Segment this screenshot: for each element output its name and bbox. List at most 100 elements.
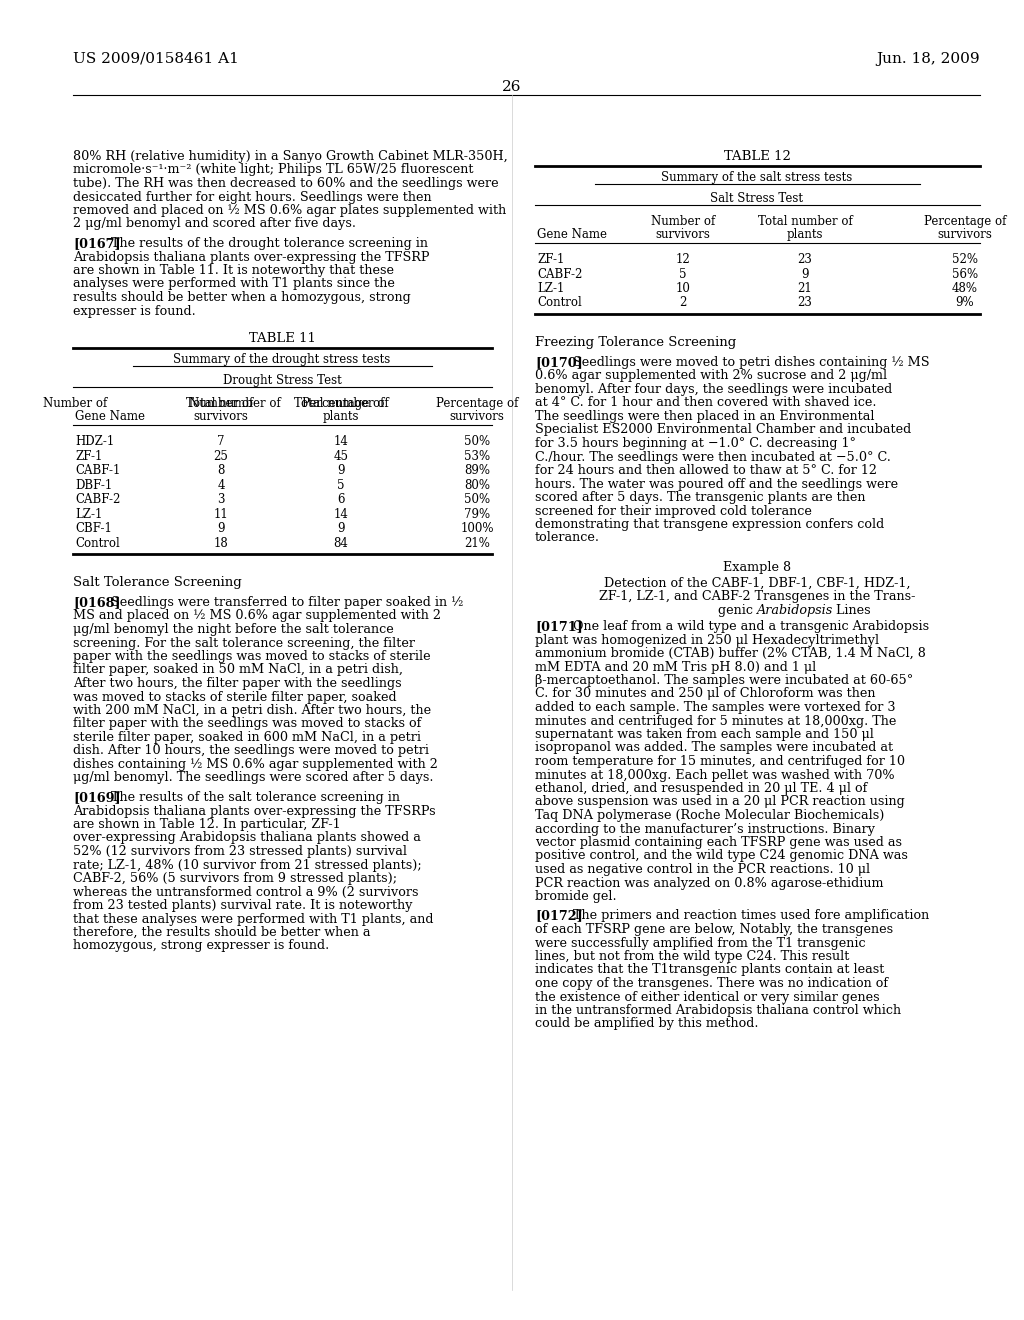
Text: dishes containing ½ MS 0.6% agar supplemented with 2: dishes containing ½ MS 0.6% agar supplem…: [73, 758, 438, 771]
Text: 9: 9: [337, 465, 345, 477]
Text: 12: 12: [676, 253, 690, 267]
Text: hours. The water was poured off and the seedlings were: hours. The water was poured off and the …: [535, 478, 898, 491]
Text: The results of the drought tolerance screening in: The results of the drought tolerance scr…: [111, 238, 428, 249]
Text: used as negative control in the PCR reactions. 10 μl: used as negative control in the PCR reac…: [535, 863, 870, 876]
Text: room temperature for 15 minutes, and centrifuged for 10: room temperature for 15 minutes, and cen…: [535, 755, 905, 768]
Text: Percentage of: Percentage of: [436, 397, 518, 411]
Text: rate; LZ-1, 48% (10 survivor from 21 stressed plants);: rate; LZ-1, 48% (10 survivor from 21 str…: [73, 858, 422, 871]
Text: 80%: 80%: [464, 479, 490, 491]
Text: US 2009/0158461 A1: US 2009/0158461 A1: [73, 51, 239, 66]
Text: the existence of either identical or very similar genes: the existence of either identical or ver…: [535, 990, 880, 1003]
Text: Arabidopsis thaliana plants over-expressing the TFSRP: Arabidopsis thaliana plants over-express…: [73, 251, 429, 264]
Text: according to the manufacturer’s instructions. Binary: according to the manufacturer’s instruct…: [535, 822, 874, 836]
Text: indicates that the T1transgenic plants contain at least: indicates that the T1transgenic plants c…: [535, 964, 885, 977]
Text: TABLE 12: TABLE 12: [724, 150, 791, 162]
Text: TABLE 11: TABLE 11: [249, 333, 315, 345]
Text: ZF-1, LZ-1, and CABF-2 Transgenes in the Trans-: ZF-1, LZ-1, and CABF-2 Transgenes in the…: [599, 590, 915, 603]
Text: 45: 45: [334, 450, 348, 462]
Text: survivors: survivors: [938, 228, 992, 242]
Text: Total number of: Total number of: [185, 397, 281, 411]
Text: 9: 9: [217, 521, 224, 535]
Text: Number of: Number of: [43, 397, 108, 411]
Text: 3: 3: [217, 492, 224, 506]
Text: Number of: Number of: [651, 215, 715, 228]
Text: 7: 7: [217, 436, 224, 447]
Text: 48%: 48%: [952, 282, 978, 294]
Text: survivors: survivors: [655, 228, 711, 242]
Text: β-mercaptoethanol. The samples were incubated at 60-65°: β-mercaptoethanol. The samples were incu…: [535, 675, 913, 686]
Text: 18: 18: [214, 536, 228, 549]
Text: survivors: survivors: [450, 411, 505, 422]
Text: 10: 10: [676, 282, 690, 294]
Text: dish. After 10 hours, the seedlings were moved to petri: dish. After 10 hours, the seedlings were…: [73, 744, 429, 758]
Text: LZ-1: LZ-1: [75, 507, 102, 520]
Text: Arabidopsis: Arabidopsis: [757, 605, 834, 616]
Text: from 23 tested plants) survival rate. It is noteworthy: from 23 tested plants) survival rate. It…: [73, 899, 413, 912]
Text: minutes at 18,000xg. Each pellet was washed with 70%: minutes at 18,000xg. Each pellet was was…: [535, 768, 895, 781]
Text: filter paper with the seedlings was moved to stacks of: filter paper with the seedlings was move…: [73, 718, 421, 730]
Text: genic: genic: [718, 605, 757, 616]
Text: 11: 11: [214, 507, 228, 520]
Text: PCR reaction was analyzed on 0.8% agarose-ethidium: PCR reaction was analyzed on 0.8% agaros…: [535, 876, 884, 890]
Text: 0.6% agar supplemented with 2% sucrose and 2 μg/ml: 0.6% agar supplemented with 2% sucrose a…: [535, 370, 887, 383]
Text: CABF-2, 56% (5 survivors from 9 stressed plants);: CABF-2, 56% (5 survivors from 9 stressed…: [73, 873, 397, 884]
Text: Jun. 18, 2009: Jun. 18, 2009: [877, 51, 980, 66]
Text: 2: 2: [679, 297, 687, 309]
Text: 50%: 50%: [464, 436, 490, 447]
Text: 56%: 56%: [952, 268, 978, 281]
Text: μg/ml benomyl. The seedlings were scored after 5 days.: μg/ml benomyl. The seedlings were scored…: [73, 771, 433, 784]
Text: C. for 30 minutes and 250 μl of Chloroform was then: C. for 30 minutes and 250 μl of Chlorofo…: [535, 688, 876, 701]
Text: was moved to stacks of sterile filter paper, soaked: was moved to stacks of sterile filter pa…: [73, 690, 396, 704]
Text: for 24 hours and then allowed to thaw at 5° C. for 12: for 24 hours and then allowed to thaw at…: [535, 465, 877, 477]
Text: removed and placed on ½ MS 0.6% agar plates supplemented with: removed and placed on ½ MS 0.6% agar pla…: [73, 205, 506, 216]
Text: ZF-1: ZF-1: [75, 450, 102, 462]
Text: 84: 84: [334, 536, 348, 549]
Text: plants: plants: [786, 228, 823, 242]
Text: scored after 5 days. The transgenic plants are then: scored after 5 days. The transgenic plan…: [535, 491, 865, 504]
Text: positive control, and the wild type C24 genomic DNA was: positive control, and the wild type C24 …: [535, 850, 908, 862]
Text: LZ-1: LZ-1: [537, 282, 564, 294]
Text: Total number of: Total number of: [294, 397, 388, 411]
Text: mM EDTA and 20 mM Tris pH 8.0) and 1 μl: mM EDTA and 20 mM Tris pH 8.0) and 1 μl: [535, 660, 816, 673]
Text: After two hours, the filter paper with the seedlings: After two hours, the filter paper with t…: [73, 677, 401, 690]
Text: plant was homogenized in 250 μl Hexadecyltrimethyl: plant was homogenized in 250 μl Hexadecy…: [535, 634, 880, 647]
Text: bromide gel.: bromide gel.: [535, 890, 616, 903]
Text: analyses were performed with T1 plants since the: analyses were performed with T1 plants s…: [73, 277, 395, 290]
Text: are shown in Table 11. It is noteworthy that these: are shown in Table 11. It is noteworthy …: [73, 264, 394, 277]
Text: Total number of: Total number of: [758, 215, 852, 228]
Text: Summary of the salt stress tests: Summary of the salt stress tests: [662, 172, 853, 183]
Text: Example 8: Example 8: [723, 561, 792, 574]
Text: filter paper, soaked in 50 mM NaCl, in a petri dish,: filter paper, soaked in 50 mM NaCl, in a…: [73, 664, 403, 676]
Text: 50%: 50%: [464, 492, 490, 506]
Text: added to each sample. The samples were vortexed for 3: added to each sample. The samples were v…: [535, 701, 896, 714]
Text: in the untransformed Arabidopsis thaliana control which: in the untransformed Arabidopsis thalian…: [535, 1005, 901, 1016]
Text: 23: 23: [798, 253, 812, 267]
Text: The seedlings were then placed in an Environmental: The seedlings were then placed in an Env…: [535, 411, 874, 422]
Text: 21: 21: [798, 282, 812, 294]
Text: CBF-1: CBF-1: [75, 521, 112, 535]
Text: for 3.5 hours beginning at −1.0° C. decreasing 1°: for 3.5 hours beginning at −1.0° C. decr…: [535, 437, 856, 450]
Text: Detection of the CABF-1, DBF-1, CBF-1, HDZ-1,: Detection of the CABF-1, DBF-1, CBF-1, H…: [604, 577, 910, 590]
Text: CABF-2: CABF-2: [537, 268, 583, 281]
Text: therefore, the results should be better when a: therefore, the results should be better …: [73, 927, 371, 939]
Text: tolerance.: tolerance.: [535, 532, 600, 544]
Text: Control: Control: [537, 297, 582, 309]
Text: [0167]: [0167]: [73, 238, 121, 249]
Text: homozygous, strong expresser is found.: homozygous, strong expresser is found.: [73, 940, 330, 953]
Text: survivors: survivors: [194, 411, 249, 422]
Text: Salt Stress Test: Salt Stress Test: [711, 191, 804, 205]
Text: C./hour. The seedlings were then incubated at −5.0° C.: C./hour. The seedlings were then incubat…: [535, 450, 891, 463]
Text: screening. For the salt tolerance screening, the filter: screening. For the salt tolerance screen…: [73, 636, 415, 649]
Text: Freezing Tolerance Screening: Freezing Tolerance Screening: [535, 337, 736, 348]
Text: results should be better when a homozygous, strong: results should be better when a homozygo…: [73, 290, 411, 304]
Text: The primers and reaction times used fore amplification: The primers and reaction times used fore…: [573, 909, 929, 923]
Text: 53%: 53%: [464, 450, 490, 462]
Text: [0169]: [0169]: [73, 791, 121, 804]
Text: Lines: Lines: [831, 605, 870, 616]
Text: ethanol, dried, and resuspended in 20 μl TE. 4 μl of: ethanol, dried, and resuspended in 20 μl…: [535, 781, 867, 795]
Text: 80% RH (relative humidity) in a Sanyo Growth Cabinet MLR-350H,: 80% RH (relative humidity) in a Sanyo Gr…: [73, 150, 508, 162]
Text: 9: 9: [801, 268, 809, 281]
Text: One leaf from a wild type and a transgenic Arabidopsis: One leaf from a wild type and a transgen…: [573, 620, 929, 634]
Text: of each TFSRP gene are below, Notably, the transgenes: of each TFSRP gene are below, Notably, t…: [535, 923, 893, 936]
Text: Number of: Number of: [188, 397, 253, 411]
